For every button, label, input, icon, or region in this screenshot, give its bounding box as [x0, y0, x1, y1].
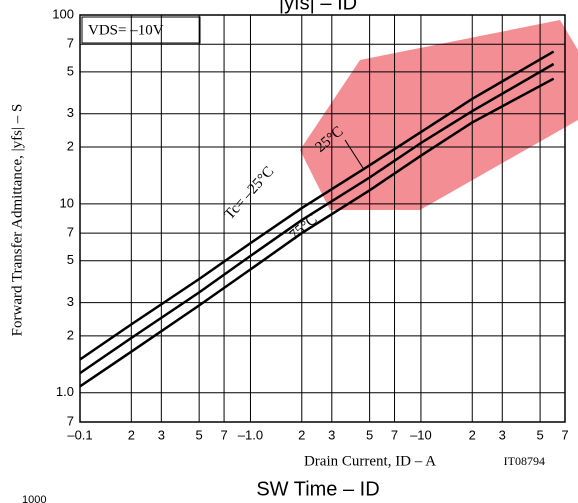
chart-title: |yfs| – ID — [279, 0, 357, 14]
y-tick-label: 100 — [52, 6, 74, 21]
y-tick-label: 3 — [67, 105, 74, 120]
x-tick-label: 7 — [561, 427, 568, 442]
annotation-arrow — [344, 139, 364, 169]
x-tick-label: 3 — [158, 427, 165, 442]
footer-number: 1000 — [22, 494, 46, 503]
x-tick-label: –0.1 — [67, 427, 92, 442]
footer-title: SW Time – ID — [256, 478, 379, 500]
series-label: Tc= –25°C — [222, 164, 278, 223]
x-tick-label: 5 — [366, 427, 373, 442]
x-tick-label: 7 — [391, 427, 398, 442]
x-tick-label: 2 — [128, 427, 135, 442]
x-tick-label: 2 — [469, 427, 476, 442]
y-axis-label: Forward Transfer Admittance, |yfs| – S — [9, 104, 25, 337]
x-tick-label: 5 — [536, 427, 543, 442]
x-tick-label: –10 — [410, 427, 432, 442]
y-tick-label: 5 — [67, 63, 74, 78]
y-tick-label: 7 — [67, 36, 74, 51]
y-tick-label: 7 — [67, 225, 74, 240]
y-tick-label: 2 — [67, 138, 74, 153]
x-tick-label: 3 — [328, 427, 335, 442]
y-tick-label: 1.0 — [56, 384, 74, 399]
x-tick-label: 5 — [196, 427, 203, 442]
series-line — [79, 50, 555, 361]
y-tick-label: 2 — [67, 327, 74, 342]
x-axis-label: Drain Current, ID – A — [304, 453, 436, 469]
series-line — [79, 62, 555, 375]
y-tick-label: 10 — [60, 195, 74, 210]
figure-code: IT08794 — [504, 454, 545, 468]
y-tick-label: 7 — [67, 413, 74, 428]
y-tick-label: 3 — [67, 294, 74, 309]
series-line — [79, 77, 555, 388]
x-tick-label: –1.0 — [238, 427, 263, 442]
x-tick-label: 2 — [298, 427, 305, 442]
x-tick-label: 7 — [220, 427, 227, 442]
y-tick-label: 5 — [67, 252, 74, 267]
condition: VDS= –10V — [88, 22, 164, 38]
x-tick-label: 3 — [499, 427, 506, 442]
condition-box — [81, 16, 201, 44]
